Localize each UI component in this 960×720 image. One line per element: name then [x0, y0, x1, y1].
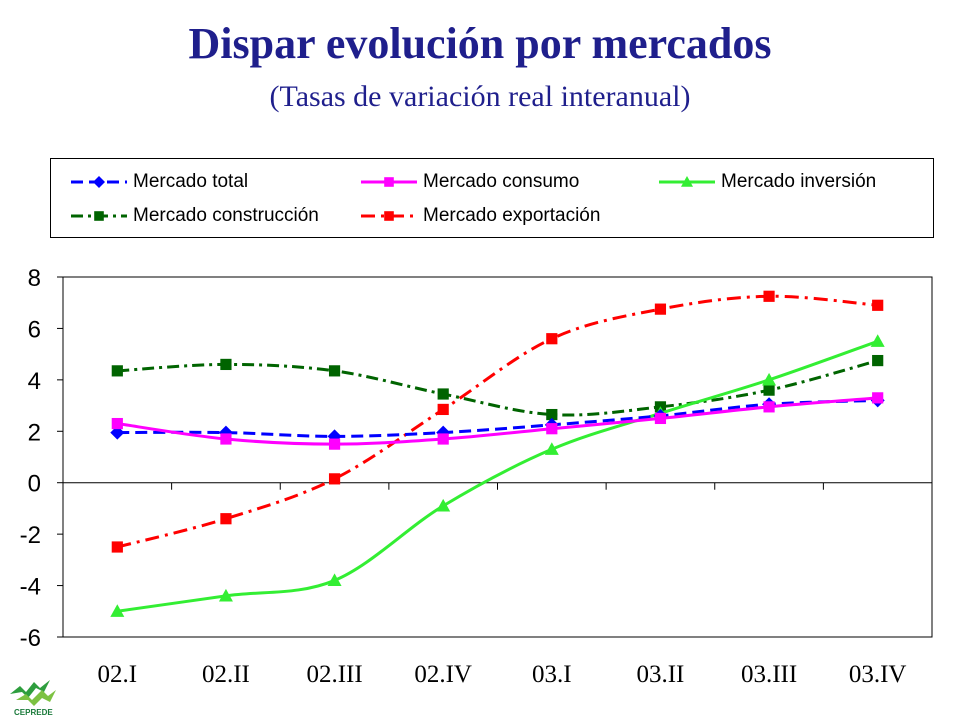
data-point-mercado-consumo: [111, 417, 123, 430]
legend-marker: [681, 176, 693, 187]
data-point-mercado-exportacion: [437, 403, 449, 416]
data-point-mercado-construccion: [437, 388, 449, 400]
y-tick-label: 0: [28, 471, 41, 498]
legend-swatch-mercado-consumo: [361, 177, 417, 187]
line-chart: -6 -4 -2 0 2 4 6 8 02.I 02.II 02.III 02.IV 03.I 03.II…: [20, 265, 933, 688]
legend-marker: [94, 211, 104, 221]
series-line-mercado-construccion: [117, 359, 879, 417]
legend-marker: [384, 211, 394, 221]
series-line-mercado-inversion: [117, 339, 879, 613]
plot-area: [62, 276, 933, 638]
data-point-mercado-consumo: [654, 412, 667, 425]
y-tick-label: -6: [20, 625, 41, 652]
series-mercado-inversion: [110, 334, 885, 617]
legend-label: Mercado exportación: [423, 205, 601, 226]
legend-item-mercado-consumo: Mercado consumo: [359, 167, 579, 197]
legend-item-mercado-construccion: Mercado construcción: [69, 201, 319, 231]
data-point-mercado-consumo: [872, 392, 884, 404]
legend-marker: [93, 176, 105, 188]
x-tick-label: 03.III: [741, 661, 797, 688]
y-tick-label: -4: [20, 574, 41, 601]
data-point-mercado-inversion: [436, 498, 451, 512]
y-tick-label: -2: [20, 522, 41, 549]
data-point-mercado-consumo: [328, 438, 341, 450]
data-point-mercado-exportacion: [546, 333, 558, 345]
legend-label: Mercado total: [133, 171, 249, 192]
data-point-mercado-exportacion: [220, 513, 232, 525]
data-point-mercado-exportacion: [111, 541, 123, 553]
x-tick-label: 02.III: [306, 661, 362, 688]
data-point-mercado-construccion: [763, 384, 775, 396]
data-point-mercado-inversion: [544, 442, 559, 455]
legend-swatch-mercado-construccion: [71, 211, 127, 221]
series-mercado-exportacion: [111, 290, 884, 553]
series-line-mercado-total: [117, 398, 878, 438]
series-line-mercado-exportacion: [116, 294, 878, 549]
y-tick-label: 6: [28, 316, 41, 343]
x-tick-label: 03.IV: [849, 661, 907, 688]
data-point-mercado-inversion: [327, 573, 342, 587]
data-point-mercado-construccion: [328, 365, 341, 377]
data-point-mercado-inversion: [762, 372, 777, 386]
x-tick-label: 02.II: [202, 661, 250, 688]
data-point-mercado-construccion: [220, 358, 232, 371]
chart-subtitle: (Tasas de variación real interanual): [269, 80, 691, 113]
legend-marker: [384, 177, 394, 187]
legend-item-mercado-total: Mercado total: [69, 167, 248, 197]
chart-title: Dispar evolución por mercados: [188, 19, 772, 68]
series-line-mercado-consumo: [117, 396, 878, 446]
legend-swatch-mercado-exportacion: [361, 211, 417, 221]
data-point-mercado-total: [110, 425, 125, 440]
legend-item-mercado-exportacion: Mercado exportación: [359, 201, 600, 231]
data-point-mercado-exportacion: [872, 299, 884, 311]
data-point-mercado-inversion: [218, 588, 233, 602]
x-tick-label: 03.I: [532, 661, 572, 688]
legend-swatch-mercado-total: [71, 176, 127, 188]
x-tick-label: 02.I: [98, 661, 138, 688]
y-tick-label: 2: [28, 419, 41, 446]
data-point-mercado-construccion: [872, 354, 884, 367]
data-point-mercado-inversion: [870, 334, 885, 347]
legend-label: Mercado inversión: [721, 171, 877, 192]
data-point-mercado-total: [327, 429, 342, 444]
data-point-mercado-construccion: [111, 365, 123, 377]
data-point-mercado-exportacion: [654, 303, 667, 315]
x-tick-label: 02.IV: [414, 661, 472, 688]
y-tick-label: 4: [28, 368, 41, 395]
data-point-mercado-inversion: [110, 604, 125, 617]
data-point-mercado-consumo: [220, 433, 232, 445]
legend-swatch-mercado-inversion: [659, 176, 715, 187]
legend-item-mercado-inversion: Mercado inversión: [657, 167, 876, 197]
data-point-mercado-exportacion: [328, 473, 341, 485]
data-point-mercado-exportacion: [763, 290, 775, 302]
data-point-mercado-consumo: [546, 423, 558, 435]
chart-legend: Mercado total Mercado consumo Mercado in…: [50, 158, 934, 238]
legend-label: Mercado consumo: [423, 171, 580, 192]
svg-text:CEPREDE: CEPREDE: [14, 708, 53, 717]
ceprede-logo: CEPREDE: [10, 680, 56, 717]
y-tick-label: 8: [28, 265, 41, 292]
data-point-mercado-consumo: [763, 401, 775, 413]
x-tick-label: 03.II: [636, 661, 684, 688]
data-point-mercado-consumo: [437, 433, 449, 445]
data-point-mercado-construccion: [546, 408, 558, 421]
legend-label: Mercado construcción: [133, 205, 319, 226]
series-mercado-consumo: [111, 392, 884, 450]
